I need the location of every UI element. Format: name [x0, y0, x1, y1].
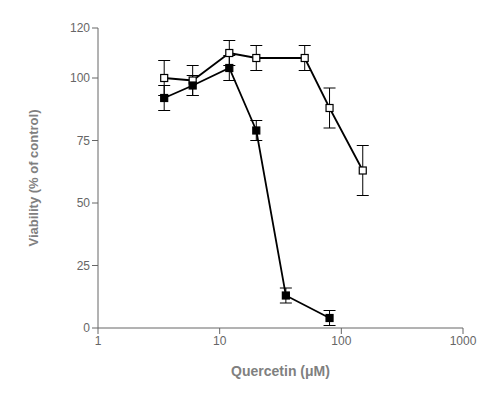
svg-text:100: 100 — [331, 334, 351, 348]
svg-text:50: 50 — [77, 196, 91, 210]
svg-text:1: 1 — [95, 334, 102, 348]
svg-text:100: 100 — [70, 71, 90, 85]
svg-text:10: 10 — [213, 334, 227, 348]
svg-text:75: 75 — [77, 134, 91, 148]
svg-text:0: 0 — [83, 321, 90, 335]
svg-text:25: 25 — [77, 259, 91, 273]
svg-text:Viability (% of control): Viability (% of control) — [26, 110, 41, 247]
svg-text:1000: 1000 — [450, 334, 477, 348]
svg-text:Quercetin (μM): Quercetin (μM) — [231, 363, 330, 379]
svg-text:120: 120 — [70, 21, 90, 35]
